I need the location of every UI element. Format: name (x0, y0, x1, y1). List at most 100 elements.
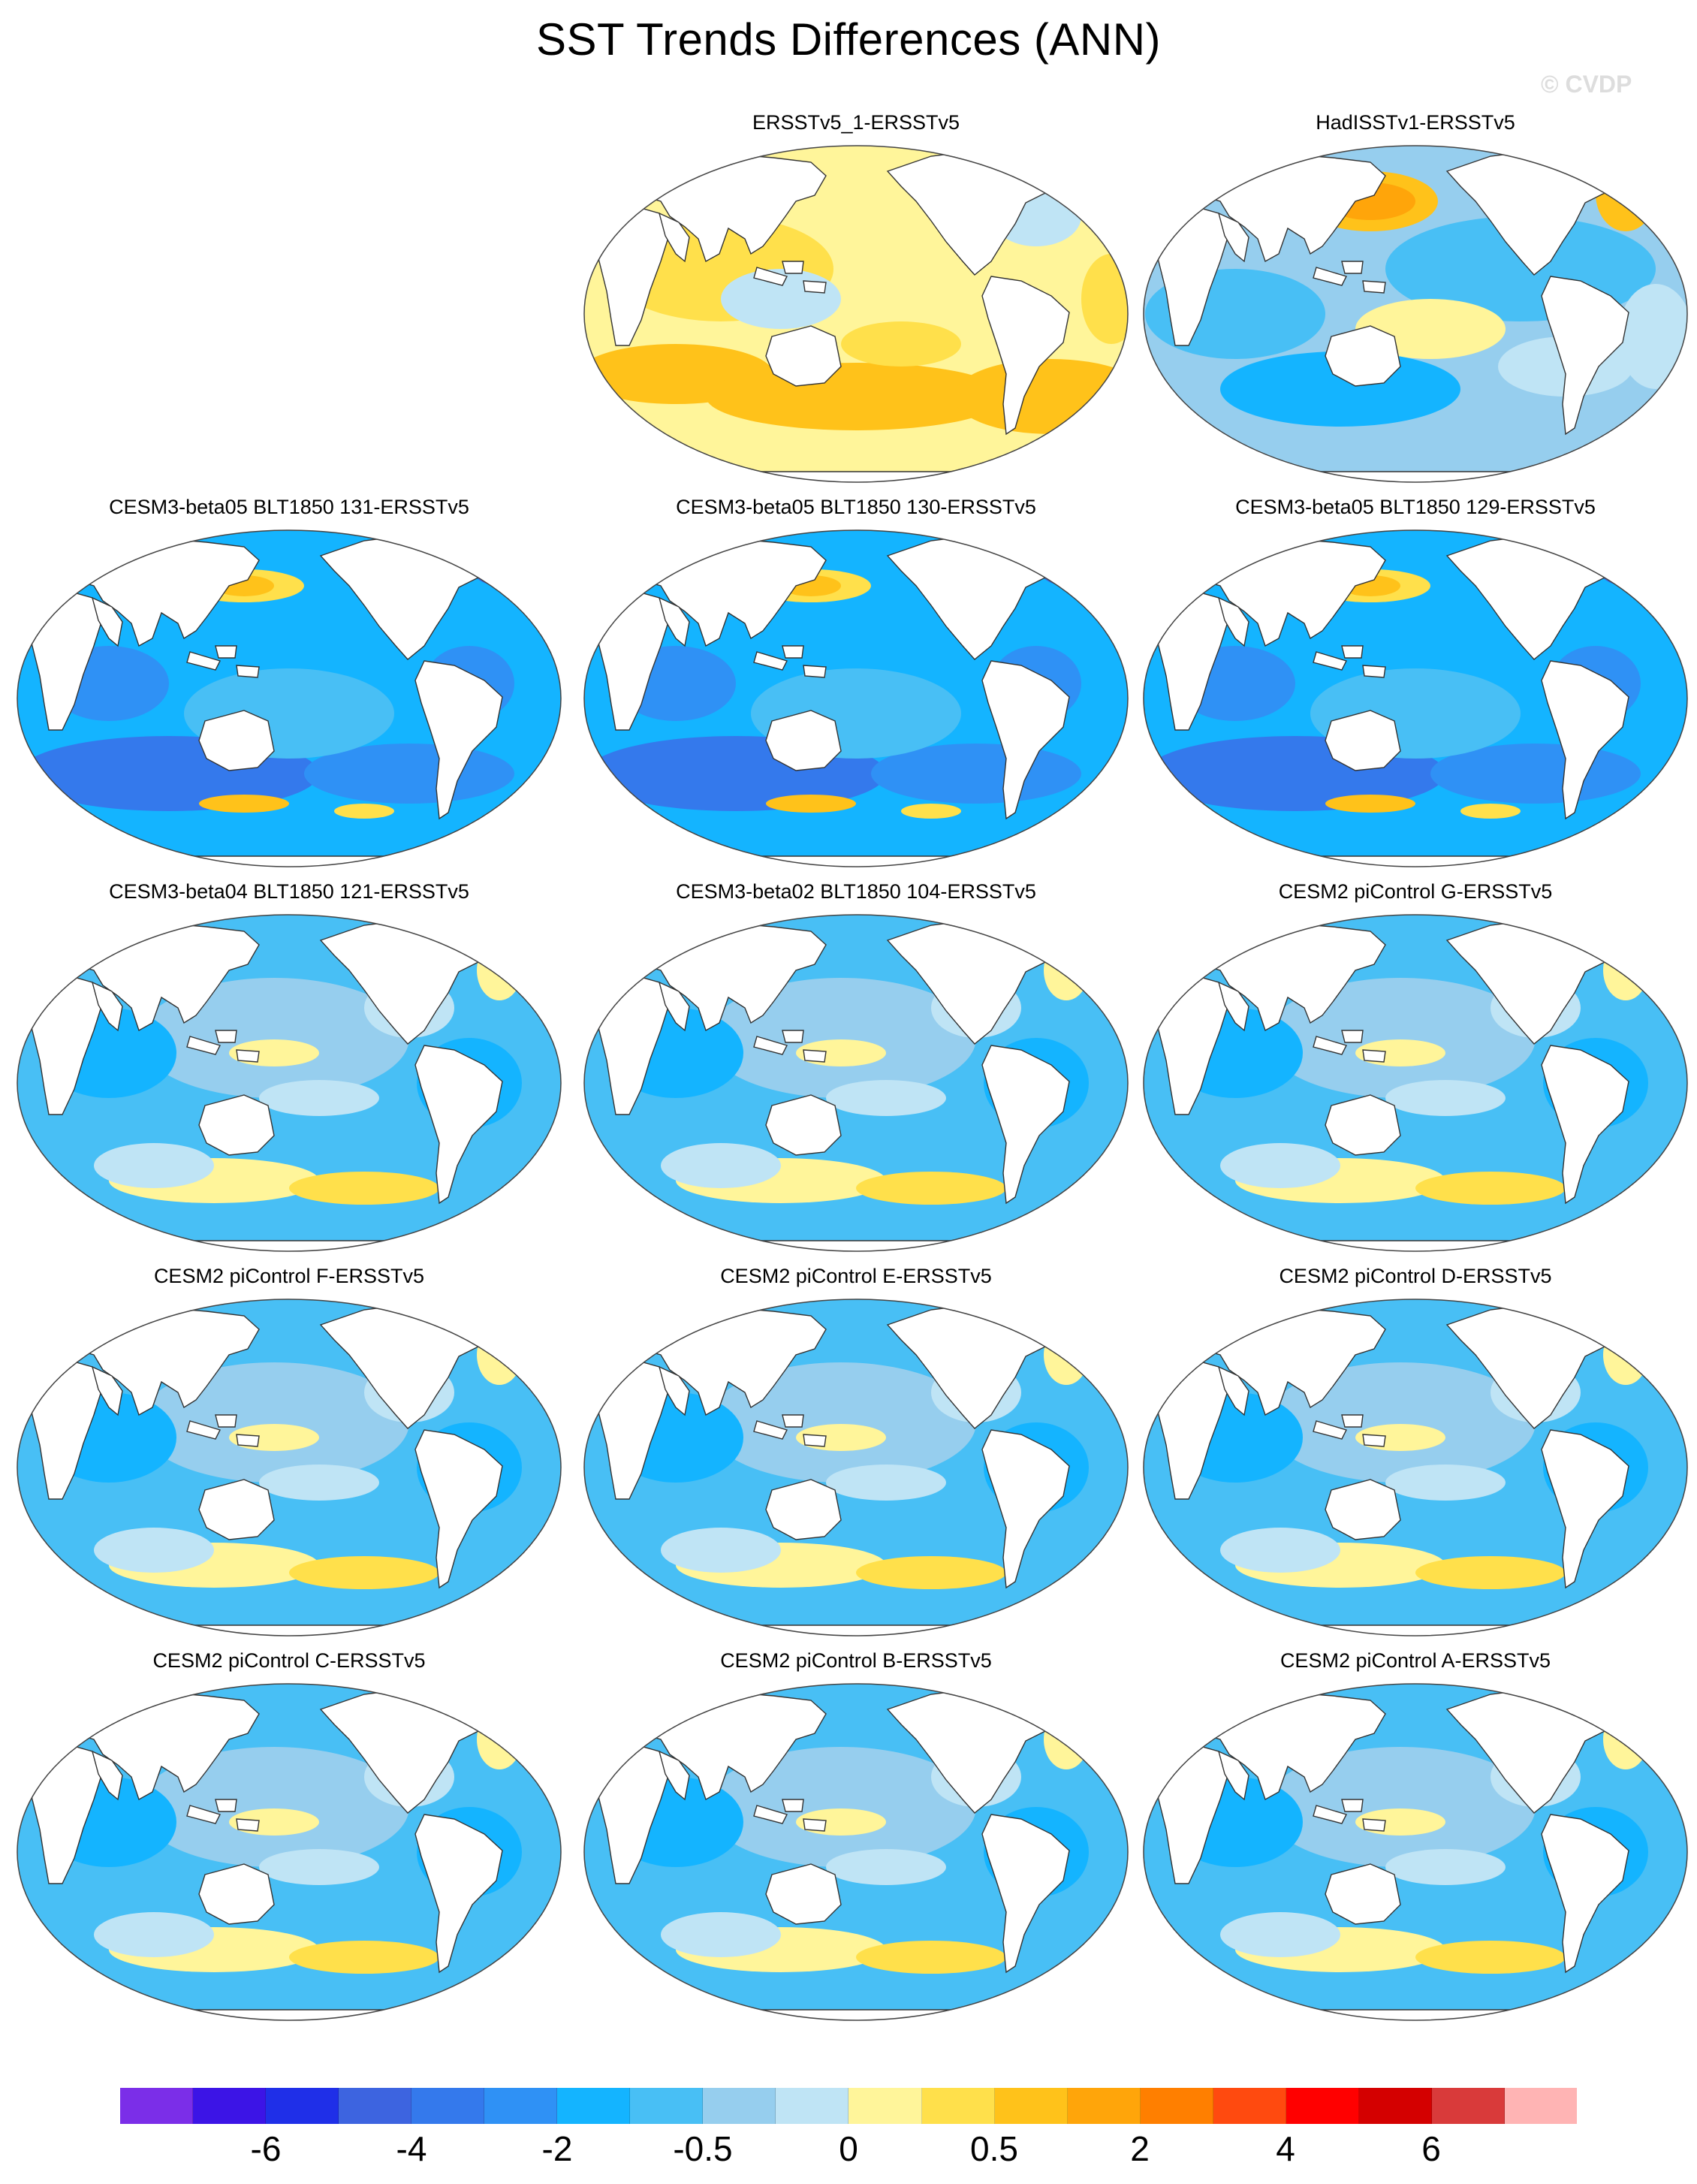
land-mass (236, 1818, 260, 1832)
land-mass (782, 261, 804, 274)
land-mass (1217, 981, 1249, 1032)
anomaly-region (1044, 940, 1089, 1000)
map-border (1143, 145, 1688, 483)
sst-difference-map (583, 145, 1129, 483)
panel-title: CESM2 piControl D-ERSSTv5 (1279, 1265, 1552, 1287)
anomaly-region (259, 1849, 379, 1885)
land-mass (414, 660, 503, 820)
land-mass (585, 1240, 1128, 1251)
land-mass (18, 2009, 561, 2020)
land-mass (1341, 645, 1364, 659)
land-mass (215, 1414, 237, 1428)
anomaly-region (1220, 1528, 1340, 1573)
colorbar-tick-label: -2 (541, 2129, 573, 2168)
map-panel: CESM3-beta05 BLT1850 129-ERSSTv5 (1138, 496, 1693, 871)
colorbar-bin (1067, 2088, 1141, 2124)
sst-difference-map (583, 914, 1129, 1252)
anomaly-region (139, 978, 409, 1098)
colorbar-tick-label: -0.5 (673, 2129, 733, 2168)
land-mass (1325, 1094, 1401, 1156)
colorbar-tick-label: 0.5 (970, 2129, 1018, 2168)
land-mass (489, 1685, 545, 1722)
land-mass (1341, 261, 1364, 274)
map-panel: CESM2 piControl F-ERSSTv5 (11, 1265, 567, 1640)
anomaly-region (1036, 541, 1096, 586)
land-mass (658, 212, 690, 263)
land-mass (803, 280, 827, 294)
colorbar-bin (411, 2088, 485, 2124)
land-mass (585, 2009, 1128, 2020)
anomaly-region (259, 1080, 379, 1116)
colorbar-tick-label: -6 (250, 2129, 282, 2168)
anomaly-region (856, 1556, 1006, 1589)
map-panel: CESM2 piControl G-ERSSTv5 (1138, 880, 1693, 1256)
anomaly-region (139, 1747, 409, 1867)
map-panel: CESM2 piControl D-ERSSTv5 (1138, 1265, 1693, 1640)
land-mass (1341, 1799, 1364, 1812)
sst-difference-map (1143, 1683, 1688, 2021)
land-mass (489, 1300, 545, 1338)
anomaly-region (289, 1172, 439, 1205)
colorbar-tick-label: -4 (396, 2129, 427, 2168)
anomaly-region (289, 1556, 439, 1589)
land-mass (1325, 710, 1401, 771)
land-mass (1056, 1300, 1112, 1338)
land-mass (91, 1750, 123, 1801)
anomaly-region (1265, 1362, 1536, 1483)
land-mass (1313, 651, 1347, 671)
anomaly-region (1044, 1709, 1089, 1769)
land-mass (1325, 1479, 1401, 1540)
anomaly-region (1415, 1941, 1566, 1974)
anomaly-region (1044, 1325, 1089, 1385)
colorbar-bin (120, 2088, 194, 2124)
anomaly-region (1415, 1172, 1566, 1205)
map-panel: ERSSTv5_1-ERSSTv5 (578, 111, 1134, 487)
panel-title: CESM3-beta05 BLT1850 130-ERSSTv5 (676, 496, 1036, 518)
colorbar-tick-label: 4 (1276, 2129, 1295, 2168)
land-mass (186, 1805, 221, 1824)
land-mass (1541, 660, 1629, 820)
map-border (1143, 1683, 1688, 2021)
land-mass (1541, 1429, 1629, 1589)
empty-panel-slot (11, 111, 567, 487)
land-mass (782, 1799, 804, 1812)
anomaly-region (1415, 1556, 1566, 1589)
land-mass (585, 855, 1128, 867)
colorbar-bin (776, 2088, 849, 2124)
panel-title: CESM3-beta05 BLT1850 129-ERSSTv5 (1235, 496, 1596, 518)
figure-title: SST Trends Differences (ANN) (535, 14, 1162, 65)
land-mass (18, 1240, 561, 1251)
land-mass (658, 596, 690, 647)
land-mass (18, 855, 561, 867)
land-mass (585, 1624, 1128, 1636)
anomaly-region (1220, 351, 1460, 427)
anomaly-region (477, 940, 522, 1000)
land-mass (1541, 276, 1629, 436)
land-mass (186, 1036, 221, 1055)
land-mass (1217, 1365, 1249, 1416)
land-mass (1144, 2009, 1687, 2020)
panel-title: CESM2 piControl B-ERSSTv5 (720, 1649, 992, 1672)
land-mass (1313, 1805, 1347, 1824)
anomaly-region (1385, 1080, 1506, 1116)
map-border (583, 145, 1129, 483)
land-mass (186, 1420, 221, 1440)
colorbar-bin (557, 2088, 631, 2124)
land-mass (489, 916, 545, 953)
anomaly-region (486, 560, 513, 581)
anomaly-region (139, 1362, 409, 1483)
land-mass (1362, 665, 1386, 678)
land-mass (414, 1814, 503, 1974)
anomaly-region (1603, 940, 1648, 1000)
anomaly-region (469, 541, 529, 586)
colorbar-labels: -6 -4 -2 -0.5 0 0.5 2 4 6 (120, 2124, 1577, 2169)
land-mass (186, 651, 221, 671)
anomaly-region (259, 1465, 379, 1501)
map-border (1143, 529, 1688, 867)
anomaly-region (199, 795, 289, 813)
anomaly-region (856, 1172, 1006, 1205)
watermark: © CVDP (1541, 71, 1632, 98)
land-mass (753, 1036, 788, 1055)
land-mass (981, 1045, 1070, 1205)
anomaly-region (1603, 1709, 1648, 1769)
